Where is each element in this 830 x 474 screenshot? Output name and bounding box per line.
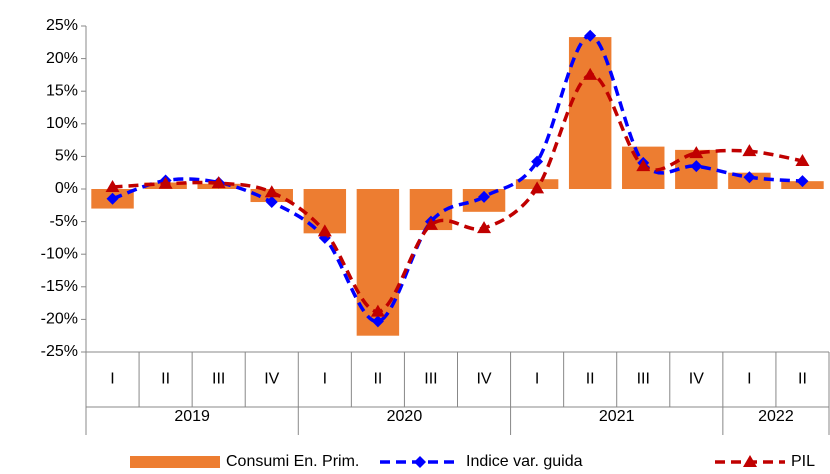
x-tick-label: I [747, 371, 751, 388]
marker [478, 190, 491, 203]
x-tick-label: III [637, 371, 650, 388]
y-tick-label: 25% [46, 17, 78, 34]
x-tick-label: IV [476, 371, 491, 388]
x-tick-label: I [535, 371, 539, 388]
marker [265, 196, 278, 209]
x-tick-label: II [161, 371, 170, 388]
marker [530, 181, 545, 194]
marker [583, 67, 598, 80]
x-group-label: 2019 [174, 408, 210, 425]
marker [636, 159, 651, 172]
marker [158, 176, 173, 189]
y-tick-label: 5% [55, 148, 78, 165]
x-tick-label: IV [689, 371, 704, 388]
marker [477, 221, 492, 234]
y-tick-label: 15% [46, 82, 78, 99]
marker [531, 155, 544, 168]
x-group-label: 2022 [758, 408, 794, 425]
legend-marker [414, 456, 426, 468]
x-tick-label: I [323, 371, 327, 388]
x-tick-label: II [586, 371, 595, 388]
marker [106, 192, 119, 205]
y-tick-label: -25% [41, 343, 78, 360]
x-tick-label: II [373, 371, 382, 388]
y-tick-label: -10% [41, 245, 78, 262]
line [111, 34, 803, 324]
marker [584, 29, 597, 42]
y-tick-label: 10% [46, 115, 78, 132]
marker [211, 176, 226, 189]
marker [689, 146, 704, 159]
marker [317, 224, 332, 237]
legend-swatch [130, 456, 220, 468]
x-group-label: 2020 [387, 408, 423, 425]
x-tick-label: IV [264, 371, 279, 388]
y-tick-label: -15% [41, 278, 78, 295]
y-tick-label: 20% [46, 50, 78, 67]
marker [743, 171, 756, 184]
y-tick-label: -5% [50, 213, 78, 230]
marker [370, 304, 385, 317]
marker [795, 153, 810, 166]
marker [796, 175, 809, 188]
legend-label: PIL [791, 453, 815, 470]
marker [690, 160, 703, 173]
marker [742, 144, 757, 157]
x-tick-label: I [110, 371, 114, 388]
legend-label: Indice var. guida [466, 453, 583, 470]
x-tick-label: II [798, 371, 807, 388]
x-tick-label: III [424, 371, 437, 388]
y-tick-label: 0% [55, 180, 78, 197]
marker [423, 217, 438, 230]
legend-label: Consumi En. Prim. [226, 453, 359, 470]
x-tick-label: III [212, 371, 225, 388]
bar [568, 37, 612, 189]
marker [371, 315, 384, 328]
marker [105, 180, 120, 193]
x-group-label: 2021 [599, 408, 635, 425]
y-tick-label: -20% [41, 311, 78, 328]
marker [264, 185, 279, 198]
line [112, 73, 803, 314]
legend-marker [743, 455, 757, 467]
